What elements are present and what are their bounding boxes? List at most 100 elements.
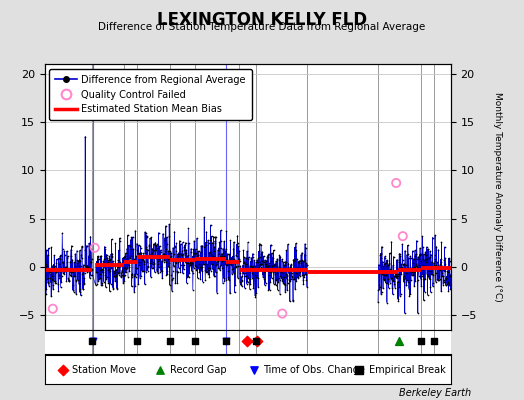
- Point: [375, 262, 383, 268]
- Point: [49, 261, 58, 268]
- Point: [96, 275, 104, 282]
- Point: [291, 256, 300, 262]
- Point: [156, 249, 165, 256]
- Point: [421, 257, 429, 263]
- Point: [41, 258, 49, 264]
- Point: [237, 274, 245, 280]
- Point: [295, 260, 303, 266]
- Point: [434, 276, 442, 283]
- Point: [57, 279, 66, 285]
- Point: [129, 256, 138, 262]
- Point: [216, 263, 224, 270]
- Point: [50, 278, 58, 284]
- Point: [292, 266, 301, 272]
- Point: [381, 280, 390, 286]
- Point: [439, 273, 447, 280]
- Point: [74, 280, 83, 286]
- Point: [384, 276, 392, 282]
- Point: [392, 257, 401, 263]
- Point: [121, 272, 129, 278]
- Point: [277, 275, 286, 282]
- Point: [199, 278, 207, 285]
- Point: [395, 259, 403, 266]
- Point: [411, 247, 419, 254]
- Point: [291, 270, 300, 276]
- Point: [289, 298, 297, 304]
- Point: [291, 244, 299, 250]
- Point: [274, 267, 282, 274]
- Point: [192, 264, 201, 270]
- Point: [397, 271, 406, 278]
- Point: [302, 260, 310, 266]
- Point: [158, 275, 167, 282]
- Point: [266, 269, 274, 276]
- Point: [299, 276, 307, 283]
- Point: [227, 262, 235, 268]
- Point: [113, 266, 121, 272]
- Point: [224, 274, 233, 280]
- Point: [161, 258, 170, 265]
- Point: [55, 274, 63, 281]
- Point: [126, 236, 135, 243]
- Point: [182, 260, 190, 266]
- Point: [56, 268, 64, 274]
- Point: [440, 279, 448, 285]
- Point: [376, 284, 384, 290]
- Point: [232, 252, 241, 258]
- Point: [446, 271, 455, 278]
- Point: [94, 256, 103, 262]
- Point: [247, 263, 255, 269]
- Point: [195, 261, 203, 267]
- Point: [280, 281, 288, 287]
- Point: [80, 275, 88, 281]
- Point: [94, 256, 103, 262]
- Point: [254, 275, 262, 281]
- Point: [403, 265, 412, 271]
- Point: [133, 338, 141, 344]
- Point: [209, 256, 217, 263]
- Point: [385, 267, 393, 274]
- Point: [156, 255, 164, 261]
- Point: [239, 247, 248, 253]
- Point: [198, 242, 206, 249]
- Point: [301, 256, 309, 263]
- Point: [132, 274, 140, 280]
- Point: [151, 255, 160, 261]
- Point: [177, 241, 185, 247]
- Point: [106, 257, 115, 263]
- Point: [76, 247, 84, 254]
- Point: [395, 251, 403, 257]
- Point: [133, 247, 141, 253]
- Point: [184, 252, 192, 258]
- Point: [270, 268, 279, 274]
- Point: [67, 246, 75, 253]
- Point: [124, 258, 133, 264]
- Point: [110, 286, 118, 292]
- Point: [157, 268, 166, 274]
- Point: [402, 269, 410, 276]
- Point: [388, 269, 397, 275]
- Point: [278, 310, 287, 317]
- Point: [293, 265, 301, 271]
- Point: [281, 282, 290, 288]
- Point: [75, 256, 83, 263]
- Point: [434, 273, 443, 279]
- Point: [414, 254, 422, 260]
- Point: [246, 281, 255, 287]
- Point: [89, 338, 97, 344]
- Point: [142, 244, 150, 250]
- Point: [382, 260, 390, 266]
- Point: [289, 256, 298, 263]
- Point: [444, 280, 452, 286]
- Point: [408, 248, 417, 254]
- Point: [72, 257, 81, 263]
- Point: [443, 269, 452, 275]
- Point: [379, 263, 387, 270]
- Point: [201, 277, 210, 283]
- Point: [50, 264, 59, 270]
- Point: [414, 262, 423, 269]
- Point: [145, 241, 154, 248]
- Point: [173, 269, 182, 276]
- Point: [120, 278, 128, 284]
- Point: [101, 272, 110, 278]
